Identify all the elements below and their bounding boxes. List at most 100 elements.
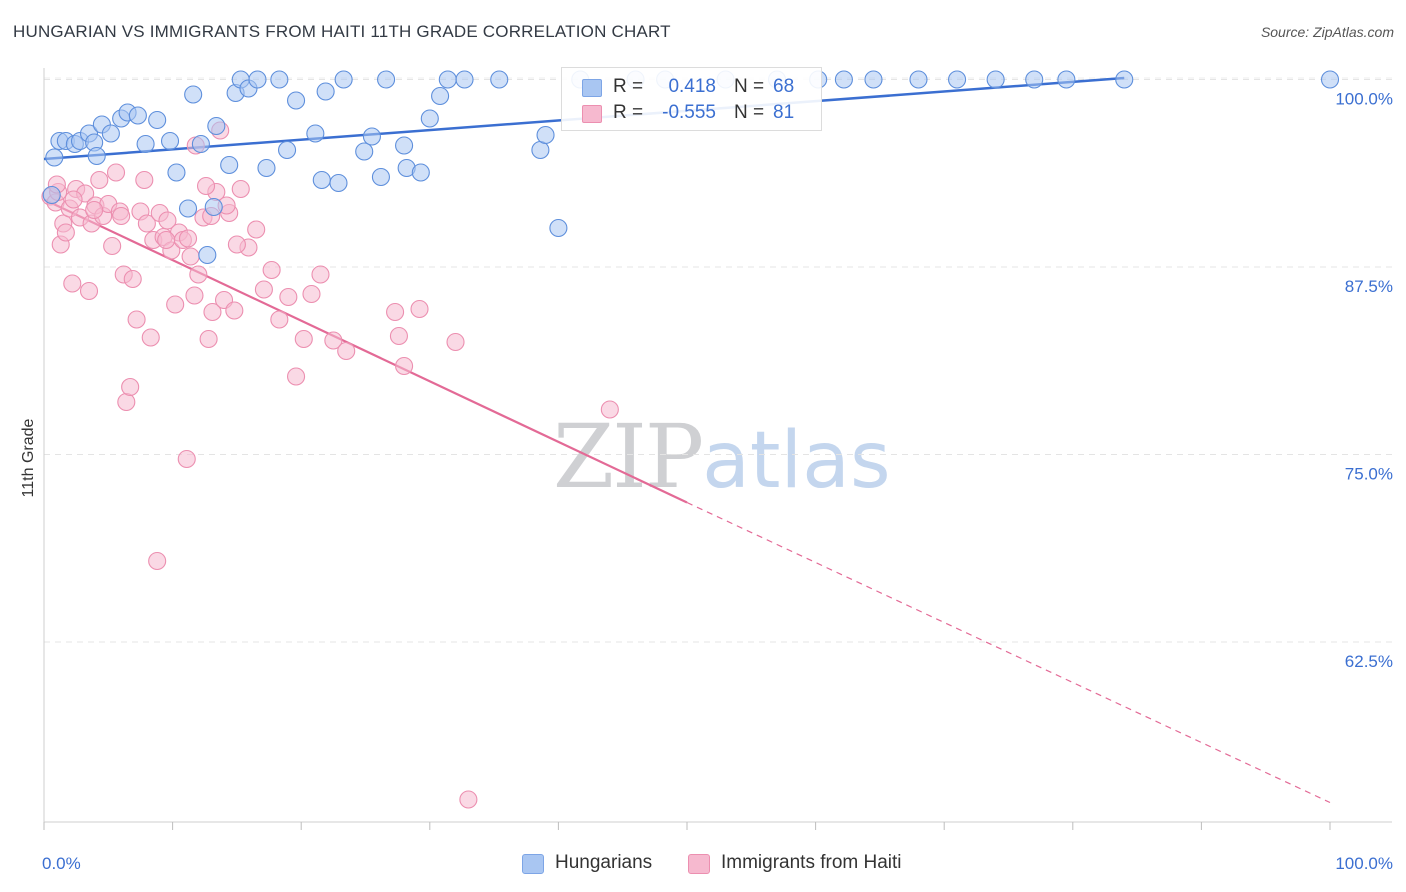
haiti-point (56, 223, 75, 242)
haiti-point (294, 329, 313, 349)
legend-n-label: N = (734, 76, 765, 97)
legend-r-label: R = (613, 102, 644, 123)
trend-line-haiti-extension (686, 501, 1331, 804)
haiti-point (337, 341, 356, 361)
hungarian-point (312, 170, 331, 190)
haiti-point (600, 400, 619, 419)
haiti-point (270, 310, 289, 329)
haiti-point (446, 332, 465, 352)
haiti-point (117, 392, 136, 412)
legend-swatch-haiti (688, 854, 710, 874)
hungarian-point (42, 185, 61, 205)
source-label: Source: ZipAtlas.com (1260, 24, 1394, 40)
hungarian-point (909, 70, 928, 89)
hungarian-point (278, 140, 297, 160)
legend-row-hungarians: R = 0.418 N = 68 (562, 75, 821, 99)
watermark-atlas: atlas (702, 416, 891, 506)
x-tick-label: 0.0% (42, 854, 81, 873)
haiti-point (85, 200, 104, 220)
hungarian-point (87, 146, 106, 166)
hungarian-point (184, 85, 203, 104)
tick-labels: 62.5% 75.0% 87.5% 100.0% 0.0% 100.0% (42, 90, 1393, 874)
haiti-point (166, 295, 185, 314)
haiti-point (121, 377, 140, 397)
haiti-point (157, 230, 176, 250)
legend-row-haiti: R = -0.555 N = 81 (562, 101, 821, 125)
haiti-point (203, 302, 222, 322)
hungarian-point (1025, 70, 1044, 89)
hungarian-point (204, 197, 223, 217)
correlation-legend: R = 0.418 N = 68 R = -0.555 N = 81 (561, 67, 822, 131)
hungarian-point (148, 110, 167, 130)
hungarian-point (167, 163, 186, 182)
x-tick-label: 100.0% (1335, 854, 1393, 873)
haiti-point (231, 179, 250, 199)
haiti-point (135, 170, 154, 190)
y-tick-label: 62.5% (1345, 652, 1393, 671)
haiti-point (199, 329, 218, 349)
hungarian-point (986, 70, 1005, 89)
haiti-point (225, 301, 244, 320)
hungarian-point (948, 70, 967, 89)
legend-swatch-pink (582, 105, 602, 123)
legend-n-value: 81 (773, 102, 795, 123)
legend-n-label: N = (734, 102, 765, 123)
haiti-point (410, 299, 429, 319)
haiti-point (63, 274, 82, 293)
haiti-point (189, 265, 208, 284)
haiti-point (302, 284, 321, 304)
y-tick-label: 75.0% (1345, 465, 1393, 484)
haiti-point (395, 356, 414, 376)
haiti-point (389, 326, 408, 346)
hungarian-point (248, 70, 267, 89)
haiti-point (79, 281, 99, 301)
hungarian-point (191, 134, 210, 154)
hungarian-point (834, 70, 853, 89)
hungarian-point (438, 70, 457, 89)
haiti-point (64, 190, 83, 209)
hungarian-point (128, 106, 147, 125)
hungarian-point (306, 124, 325, 143)
hungarian-point (1320, 70, 1340, 89)
hungarian-point (531, 140, 550, 160)
hungarian-point (316, 82, 335, 101)
hungarian-point (329, 173, 348, 193)
haiti-point (459, 790, 478, 809)
hungarian-point (220, 155, 239, 175)
hungarian-point (549, 218, 568, 238)
hungarian-point (270, 70, 289, 89)
haiti-point (287, 367, 306, 386)
hungarian-point (411, 163, 430, 182)
legend-label-haiti: Immigrants from Haiti (721, 852, 902, 873)
hungarian-point (45, 148, 64, 167)
hungarian-point (377, 70, 396, 89)
haiti-point (311, 265, 330, 284)
legend-label-hungarians: Hungarians (555, 852, 653, 873)
haiti-point (254, 280, 273, 299)
hungarian-point (864, 70, 883, 89)
haiti-point (137, 214, 156, 233)
legend-r-value: 0.418 (668, 76, 716, 97)
hungarian-point (420, 109, 439, 128)
series-hungarians-points (42, 70, 1340, 265)
trend-line-haiti (43, 198, 688, 504)
hungarian-point (355, 142, 374, 161)
haiti-point (148, 551, 167, 571)
haiti-point (178, 229, 198, 248)
hungarian-point (1057, 70, 1076, 89)
hungarian-point (160, 131, 180, 151)
haiti-point (127, 310, 146, 329)
series-legend: Hungarians Immigrants from Haiti (0, 852, 1406, 876)
hungarian-point (431, 86, 450, 106)
hungarian-point (287, 91, 306, 110)
y-axis-label: 11th Grade (20, 418, 37, 497)
haiti-point (181, 247, 200, 266)
haiti-point (112, 206, 131, 226)
hungarian-point (395, 136, 414, 155)
haiti-point (90, 170, 109, 190)
haiti-point (103, 236, 122, 256)
hungarian-point (257, 158, 276, 178)
y-tick-label: 87.5% (1345, 277, 1393, 296)
haiti-point (386, 302, 405, 322)
